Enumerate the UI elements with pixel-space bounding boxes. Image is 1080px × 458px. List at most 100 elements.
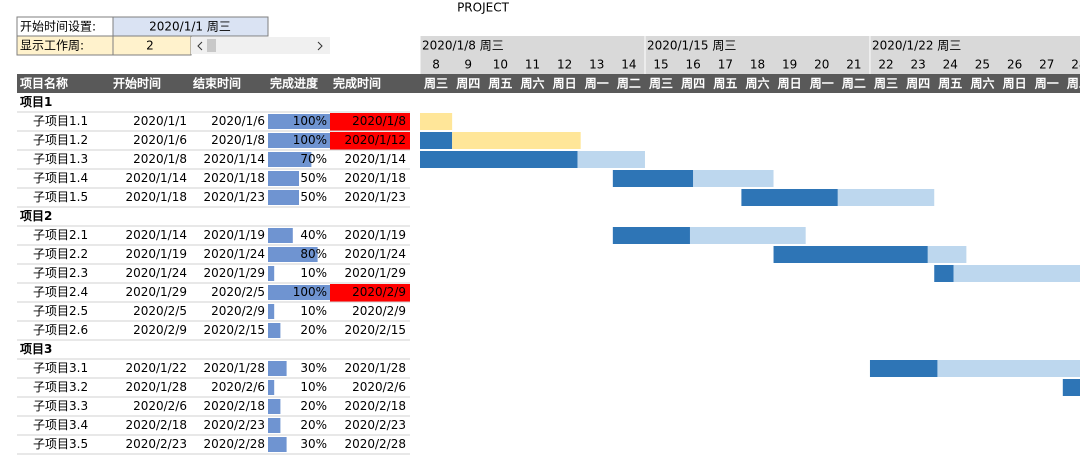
start-date: 2020/2/18 [125, 418, 187, 432]
weekday: 周二 [617, 77, 641, 91]
progress-bar [268, 323, 281, 338]
scroll-thumb[interactable] [207, 39, 216, 52]
progress-label: 40% [300, 228, 327, 242]
gantt-remaining [953, 265, 1080, 282]
weekday: 周二 [1067, 77, 1080, 91]
done-date: 2020/1/19 [344, 228, 406, 242]
day-number: 10 [493, 58, 508, 72]
start-date: 2020/1/8 [133, 152, 187, 166]
day-number: 18 [750, 58, 765, 72]
start-date: 2020/1/22 [125, 361, 187, 375]
progress-label: 20% [300, 323, 327, 337]
task-name: 子项目1.2 [33, 133, 88, 147]
done-date: 2020/2/9 [352, 304, 406, 318]
gantt-remaining [837, 189, 935, 206]
weekday: 周五 [713, 77, 737, 91]
gantt-done [612, 227, 690, 244]
column-header-label: 项目名称 [20, 76, 68, 91]
progress-label: 20% [300, 399, 327, 413]
end-date: 2020/1/23 [203, 190, 265, 204]
progress-bar [268, 152, 312, 167]
group-name: 项目1 [20, 95, 52, 109]
task-name: 子项目3.1 [33, 361, 88, 375]
gantt-remaining [577, 151, 645, 168]
progress-bar [268, 247, 318, 262]
end-date: 2020/2/18 [203, 399, 265, 413]
scroll-left[interactable] [197, 41, 203, 51]
start-date: 2020/1/28 [125, 380, 187, 394]
progress-bar [268, 361, 287, 376]
gantt-done [420, 132, 453, 149]
task-name: 子项目2.5 [33, 304, 88, 318]
end-date: 2020/2/6 [211, 380, 265, 394]
day-number: 20 [814, 58, 829, 72]
weekday: 周日 [553, 77, 577, 91]
gantt-done [420, 151, 578, 168]
day-number: 8 [432, 58, 440, 72]
weekday: 周六 [970, 76, 994, 91]
task-name: 子项目2.6 [33, 323, 88, 337]
day-number: 9 [464, 58, 472, 72]
done-date: 2020/2/9 [352, 285, 406, 299]
progress-bar [268, 399, 281, 414]
gantt-remaining [689, 227, 806, 244]
column-header [17, 74, 1080, 93]
start-date: 2020/1/14 [125, 171, 187, 185]
done-date: 2020/2/28 [344, 437, 406, 451]
progress-label: 100% [293, 114, 327, 128]
progress-bar [268, 266, 275, 281]
start-date: 2020/2/6 [133, 399, 187, 413]
late-cell [330, 132, 410, 150]
progress-label: 10% [300, 266, 327, 280]
weekday: 周二 [842, 77, 866, 91]
task-name: 子项目1.4 [33, 171, 88, 185]
progress-label: 50% [300, 190, 327, 204]
progress-label: 100% [293, 285, 327, 299]
progress-label: 80% [300, 247, 327, 261]
scroll-right[interactable] [317, 41, 323, 51]
progress-bar [268, 285, 330, 300]
setting-label: 开始时间设置: [20, 20, 96, 34]
gantt-remaining [937, 360, 1080, 377]
progress-bar [268, 133, 330, 148]
start-date: 2020/2/5 [133, 304, 187, 318]
task-name: 子项目2.2 [33, 247, 88, 261]
done-date: 2020/1/29 [344, 266, 406, 280]
day-number: 13 [589, 58, 604, 72]
weekday: 周四 [681, 77, 705, 91]
day-number: 25 [975, 58, 990, 72]
weekday: 周三 [424, 77, 448, 91]
progress-label: 10% [300, 380, 327, 394]
end-date: 2020/2/28 [203, 437, 265, 451]
progress-label: 70% [300, 152, 327, 166]
done-date: 2020/1/23 [344, 190, 406, 204]
task-name: 子项目3.3 [33, 399, 88, 413]
day-number: 19 [782, 58, 797, 72]
progress-label: 100% [293, 133, 327, 147]
done-date: 2020/2/23 [344, 418, 406, 432]
start-date: 2020/1/18 [125, 190, 187, 204]
progress-bar [268, 380, 275, 395]
weekday: 周一 [585, 77, 609, 91]
task-name: 子项目2.1 [33, 228, 88, 242]
day-number: 16 [686, 58, 701, 72]
start-date: 2020/1/19 [125, 247, 187, 261]
day-number: 23 [911, 58, 926, 72]
start-date: 2020/1/1 [133, 114, 187, 128]
day-number: 12 [557, 58, 572, 72]
start-date: 2020/1/29 [125, 285, 187, 299]
scrollbar[interactable] [191, 37, 330, 54]
task-name: 子项目1.5 [33, 190, 88, 204]
day-number: 24 [943, 58, 958, 72]
progress-bar [268, 190, 299, 205]
task-name: 子项目3.5 [33, 437, 88, 451]
progress-label: 30% [300, 437, 327, 451]
start-date: 2020/1/6 [133, 133, 187, 147]
gantt-area [420, 113, 1080, 396]
done-date: 2020/1/8 [352, 114, 406, 128]
gantt-remaining [927, 246, 967, 263]
day-number: 11 [525, 58, 540, 72]
gantt-done [741, 189, 838, 206]
setting-value: 2 [146, 39, 154, 53]
